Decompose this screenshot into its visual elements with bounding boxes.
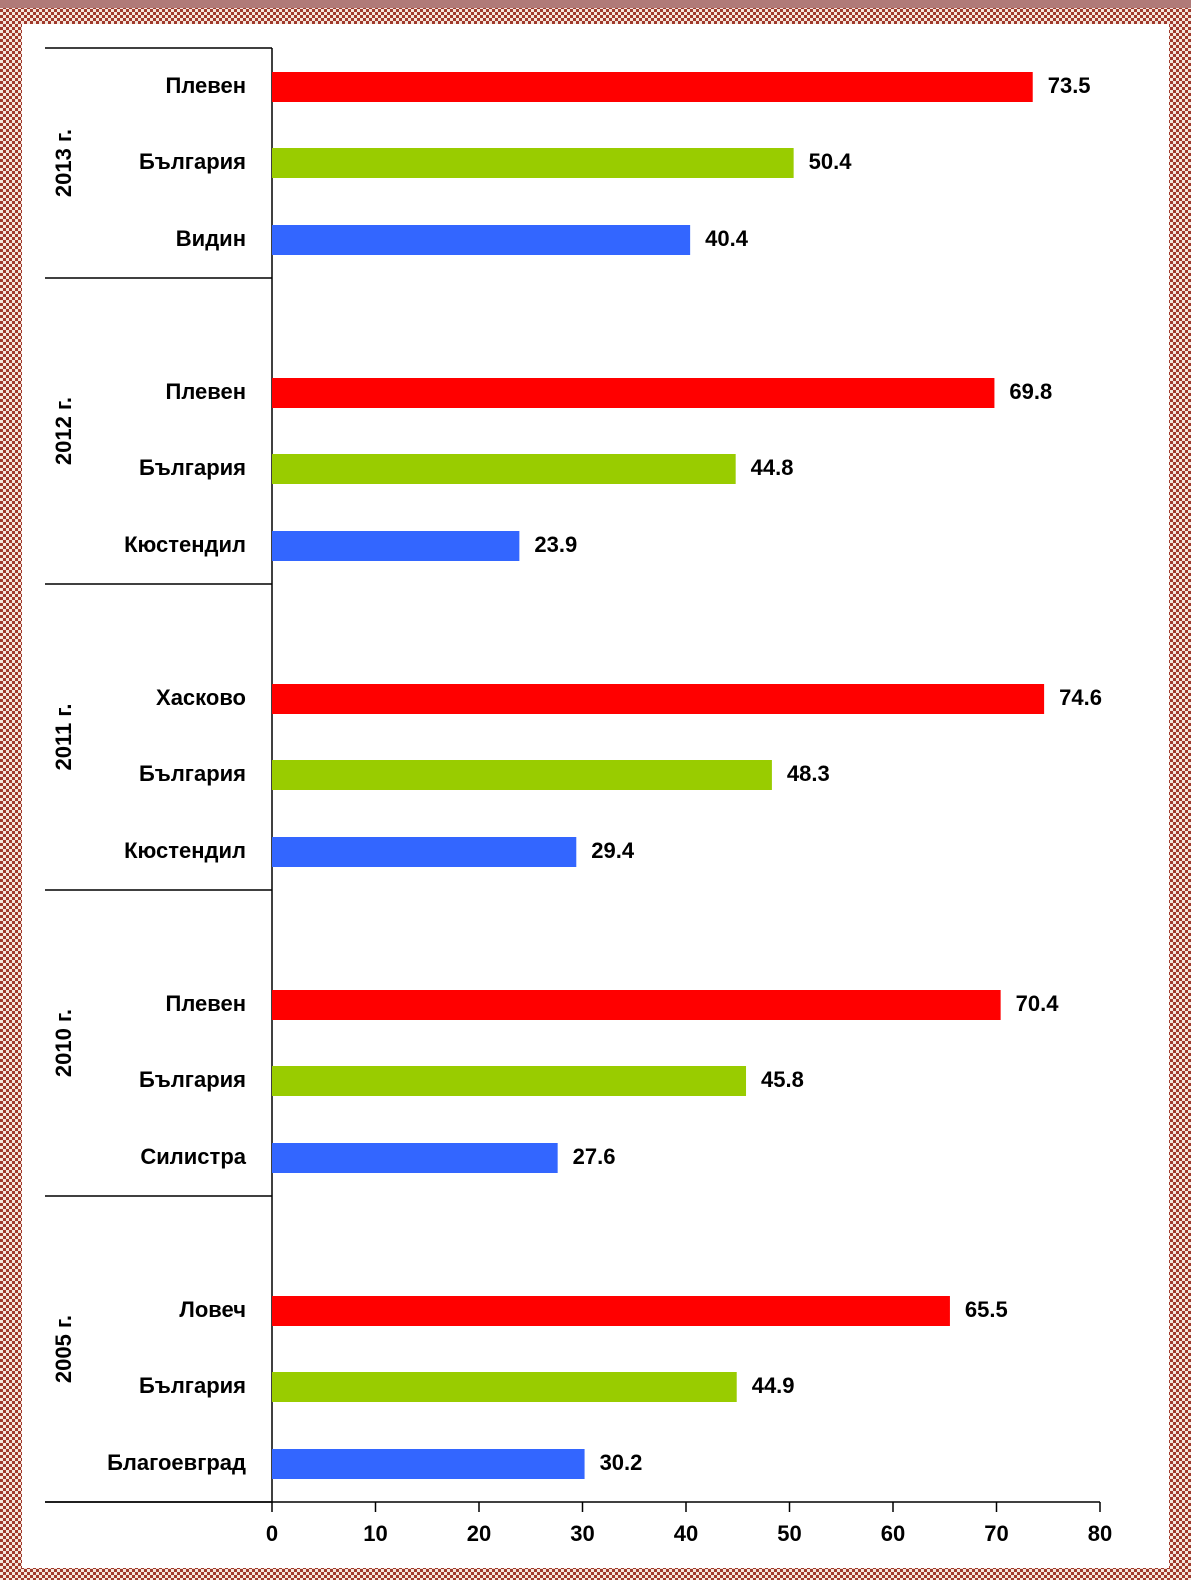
x-tick-label: 60 [881, 1521, 905, 1546]
x-tick-label: 30 [570, 1521, 594, 1546]
value-label: 74.6 [1059, 685, 1102, 710]
bar [272, 1372, 737, 1402]
category-label: Плевен [166, 991, 247, 1016]
bar [272, 684, 1045, 714]
group-label: 2012 г. [51, 397, 76, 465]
bar [272, 454, 736, 484]
bar [272, 225, 691, 255]
x-tick-label: 70 [984, 1521, 1008, 1546]
x-tick-label: 0 [266, 1521, 278, 1546]
category-label: България [139, 455, 246, 480]
value-label: 44.9 [752, 1373, 795, 1398]
value-label: 40.4 [705, 226, 749, 251]
category-label: Видин [176, 226, 246, 251]
x-tick-label: 10 [363, 1521, 387, 1546]
value-label: 23.9 [534, 532, 577, 557]
value-label: 65.5 [965, 1297, 1008, 1322]
bar [272, 531, 520, 561]
category-label: България [139, 1373, 246, 1398]
bar [272, 378, 995, 408]
group-label: 2011 г. [51, 704, 76, 771]
bar [272, 1296, 950, 1326]
category-label: Плевен [166, 73, 247, 98]
value-label: 45.8 [761, 1067, 804, 1092]
bar [272, 72, 1033, 102]
value-label: 29.4 [591, 838, 635, 863]
value-label: 50.4 [809, 149, 853, 174]
value-label: 48.3 [787, 761, 830, 786]
category-label: Ловеч [179, 1297, 246, 1322]
top-bar [0, 0, 1191, 8]
category-label: Кюстендил [124, 838, 246, 863]
category-label: Кюстендил [124, 532, 246, 557]
category-label: Силистра [140, 1144, 246, 1169]
x-tick-label: 20 [467, 1521, 491, 1546]
bar [272, 1066, 747, 1096]
bar [272, 148, 794, 178]
value-label: 44.8 [751, 455, 794, 480]
value-label: 69.8 [1009, 379, 1052, 404]
value-label: 27.6 [573, 1144, 616, 1169]
value-label: 73.5 [1048, 73, 1091, 98]
bar [272, 1449, 585, 1479]
group-label: 2005 г. [51, 1315, 76, 1383]
group-label: 2010 г. [51, 1009, 76, 1077]
bar [272, 837, 577, 867]
category-label: България [139, 761, 246, 786]
category-label: Плевен [166, 379, 247, 404]
bar [272, 990, 1001, 1020]
value-label: 70.4 [1016, 991, 1060, 1016]
x-tick-label: 50 [777, 1521, 801, 1546]
category-label: Благоевград [107, 1450, 246, 1475]
category-label: България [139, 1067, 246, 1092]
x-tick-label: 40 [674, 1521, 698, 1546]
group-label: 2013 г. [51, 129, 76, 197]
x-tick-label: 80 [1088, 1521, 1112, 1546]
value-label: 30.2 [600, 1450, 643, 1475]
category-label: Хасково [156, 685, 246, 710]
category-label: България [139, 149, 246, 174]
bar [272, 760, 772, 790]
bar [272, 1143, 558, 1173]
